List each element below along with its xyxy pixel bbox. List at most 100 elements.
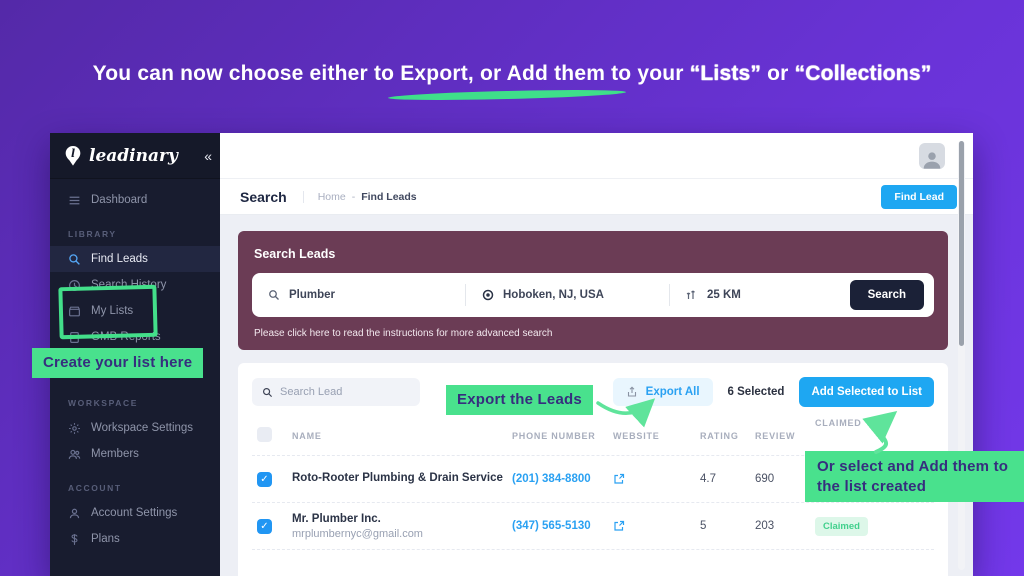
lead-name: Mr. Plumber Inc. <box>292 512 381 525</box>
row-checkbox[interactable]: ✓ <box>257 518 272 534</box>
keyword-search-icon <box>269 290 279 300</box>
col-name: NAME <box>292 430 322 441</box>
sidebar-item-label: My Lists <box>91 305 134 317</box>
search-button[interactable]: Search <box>849 280 924 310</box>
sidebar-item-members[interactable]: Members <box>50 441 220 467</box>
sidebar-item-account-settings[interactable]: Account Settings <box>50 500 220 526</box>
search-lead-input[interactable]: Search Lead <box>252 378 420 406</box>
sidebar-item-search-history[interactable]: Search History <box>50 272 220 298</box>
breadcrumb-home[interactable]: Home <box>317 190 346 203</box>
sidebar-item-label: Members <box>91 448 139 460</box>
col-rating: RATING <box>700 430 739 441</box>
headline-text: You can now choose either to Export, or … <box>92 62 690 85</box>
radius-icon <box>686 290 695 299</box>
headline: You can now choose either to Export, or … <box>0 62 1024 86</box>
search-icon <box>69 253 80 265</box>
select-all-checkbox[interactable] <box>257 427 272 442</box>
table-row: ✓ Roto-Rooter Plumbing & Drain Service (… <box>252 456 934 503</box>
sidebar-item-find-leads[interactable]: Find Leads <box>50 246 220 272</box>
external-link-icon <box>614 520 625 531</box>
page-title: Search <box>240 188 287 205</box>
main-area: Search Home - Find Leads Find Lead Searc… <box>220 133 973 576</box>
search-bar: Plumber Hoboken, NJ, USA 25 KM Search <box>252 273 934 317</box>
svg-text:l: l <box>71 146 75 159</box>
col-claimed: CLAIMED <box>815 417 862 428</box>
sidebar-item-label: Dashboard <box>91 194 148 206</box>
results-toolbar: Search Lead Export All 6 Selected Add Se… <box>252 377 934 407</box>
selected-count: 6 Selected <box>727 386 785 398</box>
file-icon <box>70 331 79 343</box>
sidebar-item-label: Workspace Settings <box>91 422 194 434</box>
col-review: REVIEW <box>755 430 796 441</box>
breadcrumb: Home - Find Leads <box>302 190 417 203</box>
lead-phone[interactable]: (347) 565-5130 <box>512 520 591 532</box>
location-pin-icon <box>482 289 494 301</box>
panel-title: Search Leads <box>254 247 336 261</box>
find-lead-button[interactable]: Find Lead <box>881 184 957 209</box>
lead-phone[interactable]: (201) 384-8800 <box>512 473 591 485</box>
logo-bar: l leadinary « <box>50 133 220 179</box>
sidebar-item-plans[interactable]: Plans <box>50 526 220 552</box>
sidebar-item-workspace-settings[interactable]: Workspace Settings <box>50 415 220 441</box>
upload-icon <box>627 386 636 397</box>
menu-icon <box>69 196 80 204</box>
export-all-button[interactable]: Export All <box>612 378 713 406</box>
table-header-row: NAME PHONE NUMBER WEBSITE RATING REVIEW … <box>252 418 934 456</box>
annotation-add-to-list: Or select and Add them to the list creat… <box>805 451 1024 502</box>
table-row: ✓ Mr. Plumber Inc. mrplumbernyc@gmail.co… <box>252 503 934 550</box>
col-phone: PHONE NUMBER <box>512 430 596 441</box>
headline-emphasis-lists: “Lists” <box>689 62 762 85</box>
field-divider <box>669 284 670 306</box>
lead-review: 690 <box>755 473 775 485</box>
add-selected-to-list-button[interactable]: Add Selected to List <box>799 377 934 407</box>
dollar-icon <box>71 533 78 545</box>
app-window: l leadinary « Dashboard LIBRARY Find Lea… <box>50 133 973 576</box>
search-icon <box>263 387 273 397</box>
location-value: Hoboken, NJ, USA <box>503 289 604 301</box>
avatar[interactable] <box>919 142 945 169</box>
sidebar-item-dashboard[interactable]: Dashboard <box>50 187 220 213</box>
field-divider <box>465 284 466 306</box>
user-icon <box>69 508 80 518</box>
annotation-export-leads: Export the Leads <box>446 385 593 415</box>
lead-name: Roto-Rooter Plumbing & Drain Service <box>292 471 503 484</box>
headline-emphasis-collections: “Collections” <box>794 62 932 85</box>
sidebar-section-account: ACCOUNT <box>68 483 122 493</box>
export-all-label: Export All <box>645 386 700 398</box>
scrollbar-track[interactable] <box>958 141 965 570</box>
my-lists-highlight-rectangle <box>58 284 158 340</box>
external-link-icon <box>614 473 625 484</box>
lead-rating: 5 <box>700 520 707 532</box>
lead-email: mrplumbernyc@gmail.com <box>292 527 423 540</box>
users-icon <box>68 449 81 459</box>
search-lead-placeholder: Search Lead <box>280 386 343 398</box>
sidebar-item-label: Search History <box>91 279 167 291</box>
sidebar-item-label: Plans <box>91 533 120 545</box>
claimed-badge: Claimed <box>815 516 868 536</box>
website-link[interactable] <box>613 473 700 485</box>
clock-icon <box>69 279 80 291</box>
col-website: WEBSITE <box>613 430 660 441</box>
location-field[interactable]: Hoboken, NJ, USA <box>466 289 669 301</box>
sidebar-item-gmb-reports[interactable]: GMB Reports <box>50 324 220 350</box>
sidebar-item-label: Find Leads <box>91 253 148 265</box>
sidebar-item-label: GMB Reports <box>91 331 161 343</box>
content-area: Search Leads Plumber Hoboken, NJ, USA 2 <box>220 214 973 576</box>
annotation-create-list: Create your list here <box>32 348 204 378</box>
headline-or: or <box>761 62 795 85</box>
results-card: Search Lead Export All 6 Selected Add Se… <box>238 363 948 576</box>
radius-field[interactable]: 25 KM <box>670 289 741 301</box>
website-link[interactable] <box>613 520 700 532</box>
topbar <box>220 133 973 179</box>
collapse-sidebar-icon[interactable]: « <box>204 147 212 164</box>
sidebar-item-label: Account Settings <box>91 507 178 519</box>
sidebar-item-my-lists[interactable]: My Lists <box>50 298 220 324</box>
keyword-field[interactable]: Plumber <box>252 289 465 301</box>
leadinary-pin-icon: l <box>65 145 81 166</box>
gear-icon <box>69 422 80 434</box>
row-checkbox[interactable]: ✓ <box>257 471 272 487</box>
scrollbar-thumb[interactable] <box>959 141 964 346</box>
lead-review: 203 <box>755 520 775 532</box>
page-header: Search Home - Find Leads Find Lead <box>220 179 973 215</box>
advanced-search-note[interactable]: Please click here to read the instructio… <box>254 328 553 339</box>
